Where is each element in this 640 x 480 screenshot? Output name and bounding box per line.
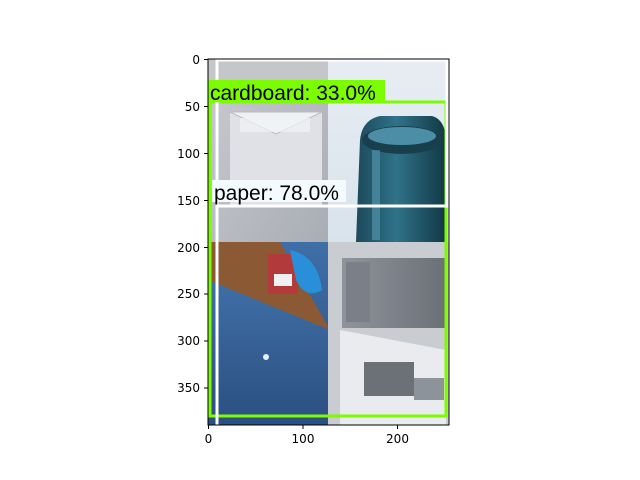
cardboard-label-bg — [208, 80, 385, 102]
paper-label-text: paper: 78.0% — [214, 182, 339, 205]
y-tick-label: 50 — [185, 100, 200, 114]
photo-collage — [208, 59, 449, 425]
y-tick-label: 200 — [177, 241, 200, 255]
x-tick-label: 200 — [386, 432, 409, 446]
y-tick-label: 150 — [177, 194, 200, 208]
y-tick-label: 350 — [177, 381, 200, 395]
y-tick-label: 0 — [192, 53, 200, 67]
paper-label-bg — [212, 180, 346, 202]
y-tick-label: 300 — [177, 334, 200, 348]
y-tick-label: 100 — [177, 147, 200, 161]
x-tick-label: 0 — [205, 432, 213, 446]
axes-frame — [207, 58, 450, 426]
detection-boxes: cardboard: 33.0% paper: 78.0% — [208, 58, 449, 425]
y-tick-label: 250 — [177, 287, 200, 301]
y-axis: 0 50 100 150 200 250 300 350 — [177, 53, 208, 395]
x-tick-label: 100 — [292, 432, 315, 446]
paper-sheets-tile — [328, 242, 449, 425]
x-axis: 0 100 200 — [205, 425, 409, 446]
cardboard-box-tile — [208, 242, 330, 425]
cardboard-label-text: cardboard: 33.0% — [210, 82, 376, 105]
